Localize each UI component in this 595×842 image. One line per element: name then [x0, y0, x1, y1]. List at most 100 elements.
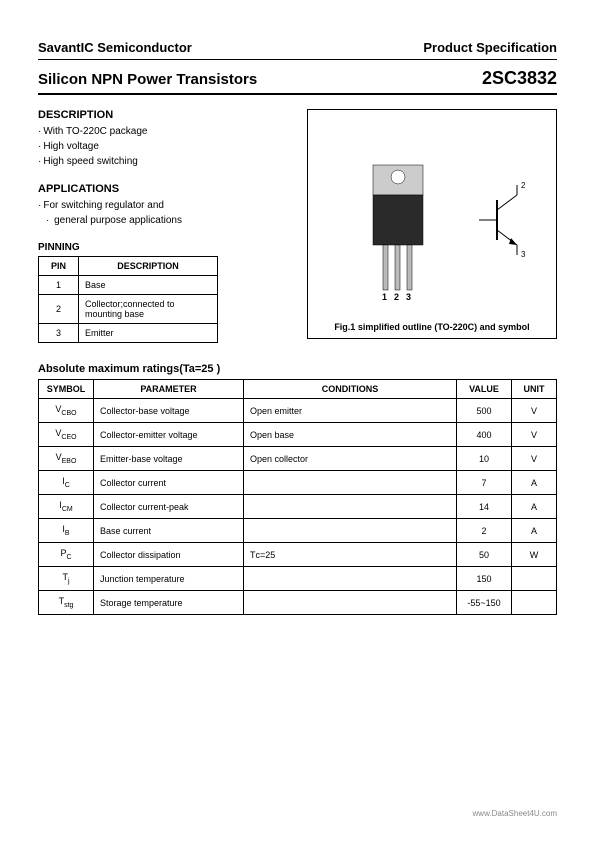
cell: 1	[39, 276, 79, 295]
col-header: DESCRIPTION	[79, 257, 218, 276]
left-column: DESCRIPTION With TO-220C package High vo…	[38, 109, 295, 343]
symbol-cell: PC	[39, 543, 94, 567]
col-header: PARAMETER	[94, 380, 244, 399]
table-row: VEBOEmitter-base voltageOpen collector10…	[39, 447, 557, 471]
cell: Base	[79, 276, 218, 295]
symbol-cell: VCBO	[39, 399, 94, 423]
col-header: PIN	[39, 257, 79, 276]
symbol-cell: Tstg	[39, 591, 94, 615]
value-cell: 2	[457, 519, 512, 543]
table-row: VCEOCollector-emitter voltageOpen base40…	[39, 423, 557, 447]
svg-text:2: 2	[521, 181, 526, 190]
conditions-cell: Open base	[244, 423, 457, 447]
cell: Emitter	[79, 324, 218, 343]
col-header: VALUE	[457, 380, 512, 399]
unit-cell	[512, 591, 557, 615]
transistor-symbol-icon: 1 2 3	[479, 180, 534, 260]
table-row: TstgStorage temperature -55~150	[39, 591, 557, 615]
cell: 2	[39, 295, 79, 324]
parameter-cell: Junction temperature	[94, 567, 244, 591]
conditions-cell: Open emitter	[244, 399, 457, 423]
symbol-cell: Tj	[39, 567, 94, 591]
applications-list: For switching regulator and general purp…	[38, 198, 295, 228]
list-item: High voltage	[38, 139, 295, 154]
table-row: 3 Emitter	[39, 324, 218, 343]
pinning-table: PIN DESCRIPTION 1 Base 2 Collector;conne…	[38, 256, 218, 343]
doc-type: Product Specification	[423, 40, 557, 55]
table-row: ICCollector current 7A	[39, 471, 557, 495]
parameter-cell: Collector-emitter voltage	[94, 423, 244, 447]
figure-box: 1 2 3 1 2 3 Fig.1 simplified outline (TO…	[307, 109, 557, 339]
conditions-cell	[244, 495, 457, 519]
unit-cell: A	[512, 471, 557, 495]
unit-cell: V	[512, 399, 557, 423]
title-row: Silicon NPN Power Transistors 2SC3832	[38, 68, 557, 89]
parameter-cell: Storage temperature	[94, 591, 244, 615]
pinning-heading: PINNING	[38, 242, 295, 253]
symbol-cell: IC	[39, 471, 94, 495]
ratings-heading: Absolute maximum ratings(Ta=25 )	[38, 363, 557, 375]
list-item: For switching regulator and	[38, 198, 295, 213]
table-header-row: SYMBOL PARAMETER CONDITIONS VALUE UNIT	[39, 380, 557, 399]
value-cell: 150	[457, 567, 512, 591]
svg-text:3: 3	[406, 292, 411, 300]
applications-heading: APPLICATIONS	[38, 183, 295, 195]
product-family: Silicon NPN Power Transistors	[38, 71, 257, 88]
top-section: DESCRIPTION With TO-220C package High vo…	[38, 109, 557, 343]
unit-cell: W	[512, 543, 557, 567]
value-cell: -55~150	[457, 591, 512, 615]
col-header: SYMBOL	[39, 380, 94, 399]
footer-watermark: www.DataSheet4U.com	[473, 809, 557, 818]
value-cell: 7	[457, 471, 512, 495]
symbol-cell: VEBO	[39, 447, 94, 471]
divider-thick	[38, 93, 557, 95]
col-header: UNIT	[512, 380, 557, 399]
list-item: High speed switching	[38, 154, 295, 169]
cell: Collector;connected to mounting base	[79, 295, 218, 324]
value-cell: 50	[457, 543, 512, 567]
conditions-cell	[244, 567, 457, 591]
description-list: With TO-220C package High voltage High s…	[38, 124, 295, 169]
table-row: IBBase current2A	[39, 519, 557, 543]
parameter-cell: Collector current	[94, 471, 244, 495]
table-header-row: PIN DESCRIPTION	[39, 257, 218, 276]
svg-text:2: 2	[394, 292, 399, 300]
table-row: 2 Collector;connected to mounting base	[39, 295, 218, 324]
list-item: With TO-220C package	[38, 124, 295, 139]
company-name: SavantIC Semiconductor	[38, 40, 192, 55]
list-item: general purpose applications	[38, 213, 295, 228]
table-row: ICMCollector current-peak 14A	[39, 495, 557, 519]
unit-cell: A	[512, 495, 557, 519]
description-heading: DESCRIPTION	[38, 109, 295, 121]
table-row: 1 Base	[39, 276, 218, 295]
conditions-cell	[244, 591, 457, 615]
symbol-cell: VCEO	[39, 423, 94, 447]
parameter-cell: Collector current-peak	[94, 495, 244, 519]
value-cell: 14	[457, 495, 512, 519]
conditions-cell	[244, 519, 457, 543]
unit-cell	[512, 567, 557, 591]
table-row: VCBOCollector-base voltageOpen emitter50…	[39, 399, 557, 423]
conditions-cell: Tᴄ=25	[244, 543, 457, 567]
unit-cell: V	[512, 423, 557, 447]
figure-caption: Fig.1 simplified outline (TO-220C) and s…	[308, 322, 556, 332]
conditions-cell	[244, 471, 457, 495]
unit-cell: V	[512, 447, 557, 471]
svg-text:3: 3	[521, 250, 526, 259]
col-header: CONDITIONS	[244, 380, 457, 399]
symbol-cell: ICM	[39, 495, 94, 519]
parameter-cell: Collector-base voltage	[94, 399, 244, 423]
parameter-cell: Emitter-base voltage	[94, 447, 244, 471]
parameter-cell: Collector dissipation	[94, 543, 244, 567]
parameter-cell: Base current	[94, 519, 244, 543]
conditions-cell: Open collector	[244, 447, 457, 471]
symbol-cell: IB	[39, 519, 94, 543]
table-row: PCCollector dissipationTᴄ=2550W	[39, 543, 557, 567]
cell: 3	[39, 324, 79, 343]
value-cell: 400	[457, 423, 512, 447]
divider	[38, 59, 557, 60]
value-cell: 500	[457, 399, 512, 423]
part-number: 2SC3832	[482, 68, 557, 89]
value-cell: 10	[457, 447, 512, 471]
package-outline-icon: 1 2 3	[363, 160, 433, 300]
